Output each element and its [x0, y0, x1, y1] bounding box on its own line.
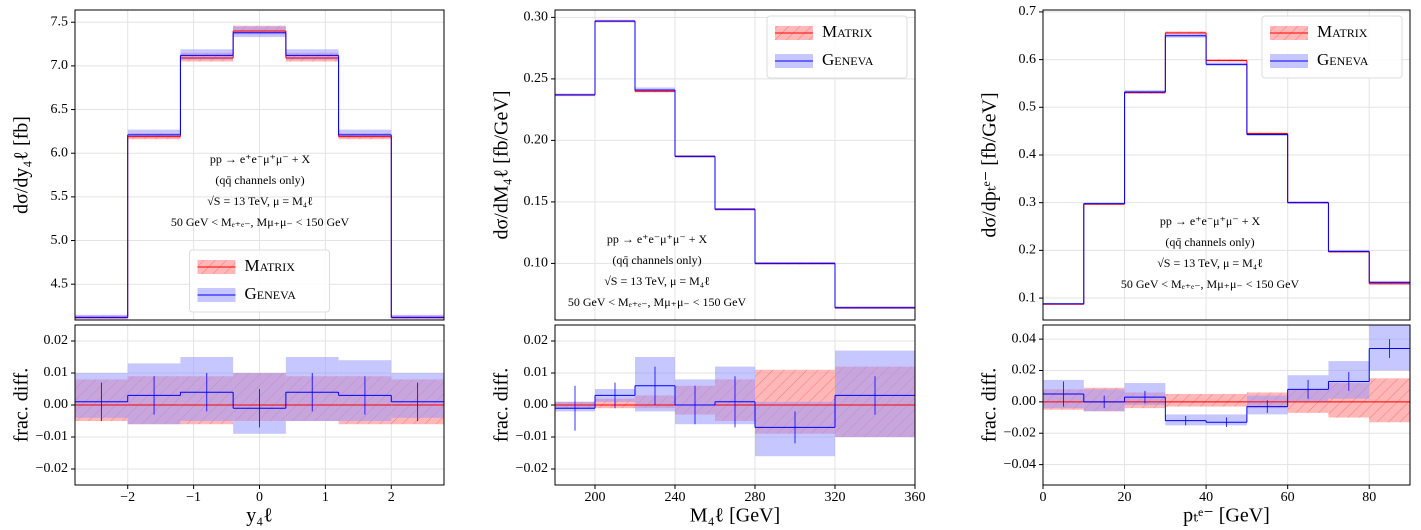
uncertainty-band: [285, 49, 339, 60]
y-tick-label: 0.3: [1019, 195, 1037, 210]
y-tick-label: 0.02: [44, 333, 69, 348]
annotation: (qq̄ channels only): [612, 253, 701, 267]
x-tick-label: 1: [322, 490, 329, 505]
y-tick-label: 0.01: [44, 365, 69, 380]
y-tick-label: 7.0: [51, 58, 69, 73]
y-tick-label: 0.25: [524, 71, 549, 86]
x-axis-label: pₜᵉ⁻ [GeV]: [1183, 505, 1270, 527]
x-tick-label: −1: [186, 490, 201, 505]
uncertainty-band: [233, 26, 286, 38]
x-tick-label: 60: [1281, 490, 1295, 505]
y-tick-label: 0.4: [1019, 147, 1037, 162]
x-axis-label: M₄ℓ [GeV]: [690, 505, 780, 527]
y-tick-label: 0.00: [1012, 394, 1037, 409]
x-tick-label: 200: [585, 490, 606, 505]
y-tick-label: 4.5: [51, 276, 69, 291]
x-tick-label: 80: [1362, 490, 1376, 505]
y-tick-label: 0.6: [1019, 52, 1037, 67]
legend-label: Matrix: [1317, 22, 1368, 41]
annotation: 50 GeV < Mₑ₊ₑ₋, Mμ₊μ₋ < 150 GeV: [171, 215, 350, 229]
legend-label: Geneva: [822, 50, 874, 69]
y-tick-label: −0.02: [36, 461, 68, 476]
y-tick-label: 0.7: [1019, 4, 1037, 19]
legend-label: Matrix: [822, 22, 873, 41]
y-tick-label: −0.02: [1004, 425, 1036, 440]
x-tick-label: 280: [745, 490, 766, 505]
y-tick-label: 6.5: [51, 102, 69, 117]
y-axis-label: dσ/dpₜᵉ⁻ [fb/GeV]: [979, 92, 1001, 237]
uncertainty-band: [635, 87, 675, 92]
y-axis-label: frac. diff.: [11, 368, 33, 443]
x-tick-label: 2: [388, 490, 395, 505]
annotation: 50 GeV < Mₑ₊ₑ₋, Mμ₊μ₋ < 150 GeV: [1121, 277, 1300, 291]
legend-label: Geneva: [245, 284, 297, 303]
uncertainty-band: [1206, 394, 1247, 407]
annotation: pp → e⁺e⁻μ⁺μ⁻ + X: [210, 152, 311, 166]
y-tick-label: 0.02: [524, 333, 549, 348]
y-tick-label: 0.20: [524, 133, 549, 148]
plot-frame: [554, 9, 916, 321]
uncertainty-band: [1165, 394, 1207, 407]
y-tick-label: 0.00: [524, 397, 549, 412]
y-tick-label: −0.04: [1004, 457, 1036, 472]
x-tick-label: 0: [1040, 490, 1047, 505]
y-tick-label: 0.2: [1019, 243, 1037, 258]
y-tick-label: 0.01: [524, 365, 549, 380]
y-axis-label: dσ/dM₄ℓ [fb/GeV]: [491, 91, 513, 240]
plot-frame: [1042, 324, 1411, 486]
annotation: (qq̄ channels only): [1165, 235, 1254, 249]
x-tick-label: 0: [256, 490, 263, 505]
y-tick-label: 0.30: [524, 10, 549, 25]
annotation: √S = 13 TeV, μ = M₄ℓ: [604, 274, 710, 288]
annotation: (qq̄ channels only): [215, 173, 304, 187]
y-tick-label: −0.01: [516, 429, 548, 444]
x-tick-label: 20: [1118, 490, 1132, 505]
y-tick-label: 0.5: [1019, 100, 1037, 115]
y-tick-label: 5.5: [51, 189, 69, 204]
x-tick-label: 40: [1199, 490, 1213, 505]
y-tick-label: 0.1: [1019, 290, 1037, 305]
annotation: √S = 13 TeV, μ = M₄ℓ: [207, 194, 313, 208]
y-tick-label: 0.15: [524, 194, 549, 209]
uncertainty-band: [180, 49, 234, 60]
annotation: 50 GeV < Mₑ₊ₑ₋, Mμ₊μ₋ < 150 GeV: [568, 295, 747, 309]
y-tick-label: 5.0: [51, 233, 69, 248]
y-tick-label: 0.10: [524, 256, 549, 271]
annotation: pp → e⁺e⁻μ⁺μ⁻ + X: [607, 232, 708, 246]
y-tick-label: 0.00: [44, 397, 69, 412]
annotation: √S = 13 TeV, μ = M₄ℓ: [1157, 256, 1263, 270]
x-tick-label: −2: [120, 490, 135, 505]
uncertainty-band: [127, 129, 181, 138]
y-axis-label: frac. diff.: [979, 368, 1001, 443]
plot-frame: [74, 9, 445, 321]
x-tick-label: 320: [825, 490, 846, 505]
x-tick-label: 240: [665, 490, 686, 505]
x-axis-label: y₄ℓ: [246, 505, 273, 527]
y-tick-label: −0.02: [516, 461, 548, 476]
x-tick-label: 360: [905, 490, 926, 505]
y-axis-label: dσ/dy₄ℓ [fb]: [11, 116, 33, 214]
uncertainty-band: [1369, 378, 1410, 423]
legend-label: Geneva: [1317, 50, 1369, 69]
y-tick-label: 7.5: [51, 14, 69, 29]
legend-label: Matrix: [245, 256, 296, 275]
y-tick-label: 0.04: [1012, 331, 1037, 346]
y-axis-label: frac. diff.: [491, 368, 513, 443]
uncertainty-band: [338, 129, 392, 138]
y-tick-label: −0.01: [36, 429, 68, 444]
y-tick-label: 6.0: [51, 145, 69, 160]
annotation: pp → e⁺e⁻μ⁺μ⁻ + X: [1160, 214, 1261, 228]
y-tick-label: 0.02: [1012, 363, 1037, 378]
plot-frame: [1042, 9, 1411, 321]
